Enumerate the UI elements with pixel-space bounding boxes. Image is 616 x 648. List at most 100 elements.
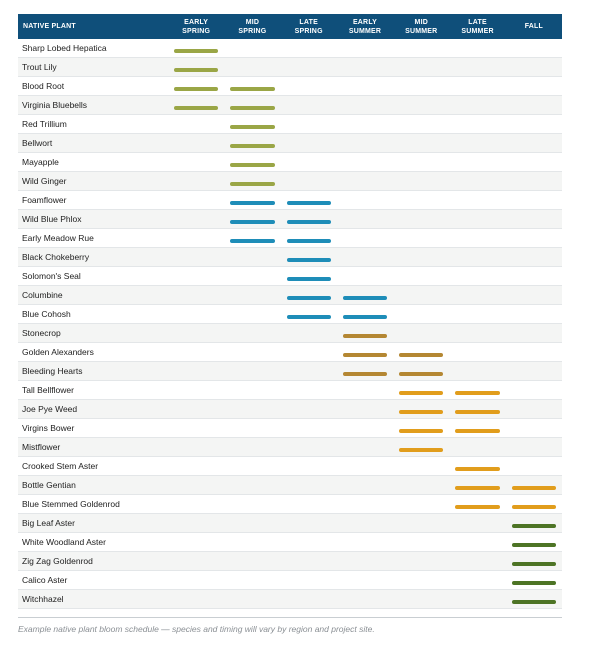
bloom-cell — [505, 76, 562, 96]
bloom-cell — [168, 228, 225, 248]
plant-name: Mayapple — [18, 152, 168, 172]
bloom-cell — [505, 418, 562, 438]
bloom-cell — [505, 209, 562, 229]
table-row: Red Trillium — [18, 114, 562, 134]
bloom-cell — [449, 247, 506, 267]
bloom-cell — [336, 57, 394, 77]
bloom-cell — [393, 209, 450, 229]
table-row: Trout Lily — [18, 57, 562, 77]
bloom-cell — [393, 342, 450, 362]
table-row: Big Leaf Aster — [18, 513, 562, 533]
bloom-cell — [280, 39, 337, 58]
column-header-line: NATIVE PLANT — [23, 23, 76, 30]
bloom-cell — [449, 190, 506, 210]
bloom-cell — [168, 76, 225, 96]
table-row: Blue Cohosh — [18, 304, 562, 324]
bloom-bar — [286, 220, 331, 224]
bloom-cell — [505, 285, 562, 305]
plant-name: Trout Lily — [18, 57, 168, 77]
table-row: Witchhazel — [18, 589, 562, 609]
bloom-cell — [393, 513, 450, 533]
plant-name: Mistflower — [18, 437, 168, 457]
bloom-cell — [505, 304, 562, 324]
bloom-cell — [505, 513, 562, 533]
bloom-cell — [280, 399, 337, 419]
bloom-cell — [449, 570, 506, 590]
bloom-cell — [280, 76, 337, 96]
bloom-cell — [280, 437, 337, 457]
table-row: Crooked Stem Aster — [18, 456, 562, 476]
bloom-cell — [168, 361, 225, 381]
bloom-cell — [393, 285, 450, 305]
plant-name: Black Chokeberry — [18, 247, 168, 267]
bloom-cell — [449, 39, 506, 58]
bloom-bar — [174, 87, 219, 91]
bloom-cell — [449, 95, 506, 115]
bloom-bar — [455, 467, 500, 471]
table-body: Sharp Lobed Hepatica Trout Lily Blood Root… — [18, 39, 562, 609]
bloom-cell — [168, 152, 225, 172]
bloom-cell — [505, 551, 562, 571]
bloom-cell — [336, 209, 394, 229]
column-header-season: MID SUMMER — [393, 14, 450, 39]
bloom-cell — [336, 133, 394, 153]
table-row: Early Meadow Rue — [18, 228, 562, 248]
bloom-cell — [393, 228, 450, 248]
table-row: Golden Alexanders — [18, 342, 562, 362]
plant-name: Foamflower — [18, 190, 168, 210]
bloom-cell — [224, 475, 281, 495]
plant-name: Calico Aster — [18, 570, 168, 590]
bloom-cell — [280, 190, 337, 210]
bloom-cell — [336, 342, 394, 362]
bloom-cell — [505, 247, 562, 267]
table-row: Joe Pye Weed — [18, 399, 562, 419]
bloom-cell — [449, 209, 506, 229]
plant-name: Virgins Bower — [18, 418, 168, 438]
bloom-cell — [393, 152, 450, 172]
column-header-season: MID SPRING — [224, 14, 281, 39]
bloom-cell — [505, 399, 562, 419]
bloom-cell — [224, 532, 281, 552]
bloom-cell — [393, 570, 450, 590]
bloom-cell — [168, 513, 225, 533]
bloom-cell — [449, 551, 506, 571]
bloom-cell — [224, 285, 281, 305]
bloom-bar — [511, 486, 556, 490]
bloom-cell — [505, 437, 562, 457]
bloom-cell — [168, 494, 225, 514]
bloom-bar — [455, 391, 500, 395]
bloom-cell — [449, 361, 506, 381]
bloom-cell — [393, 247, 450, 267]
bloom-cell — [393, 532, 450, 552]
bloom-cell — [224, 152, 281, 172]
bloom-cell — [505, 152, 562, 172]
bloom-cell — [449, 266, 506, 286]
plant-name: Bellwort — [18, 133, 168, 153]
bloom-bar — [342, 315, 388, 319]
plant-name: Stonecrop — [18, 323, 168, 343]
table-row: Zig Zag Goldenrod — [18, 551, 562, 571]
bloom-cell — [336, 589, 394, 609]
plant-name: Zig Zag Goldenrod — [18, 551, 168, 571]
plant-name: Joe Pye Weed — [18, 399, 168, 419]
column-header-line: EARLY — [184, 18, 209, 26]
bloom-cell — [224, 190, 281, 210]
bloom-cell — [505, 323, 562, 343]
bloom-cell — [505, 190, 562, 210]
bloom-cell — [449, 57, 506, 77]
bloom-cell — [336, 228, 394, 248]
bloom-cell — [393, 171, 450, 191]
plant-name: White Woodland Aster — [18, 532, 168, 552]
bloom-cell — [393, 589, 450, 609]
bloom-cell — [336, 171, 394, 191]
bloom-cell — [224, 418, 281, 438]
column-header-plant: NATIVE PLANT — [18, 14, 168, 39]
bloom-bar — [230, 106, 275, 110]
bloom-bar — [230, 201, 275, 205]
bloom-cell — [168, 570, 225, 590]
bloom-cell — [224, 209, 281, 229]
bloom-cell — [336, 399, 394, 419]
bloom-cell — [449, 475, 506, 495]
table-row: Tall Bellflower — [18, 380, 562, 400]
bloom-cell — [449, 228, 506, 248]
